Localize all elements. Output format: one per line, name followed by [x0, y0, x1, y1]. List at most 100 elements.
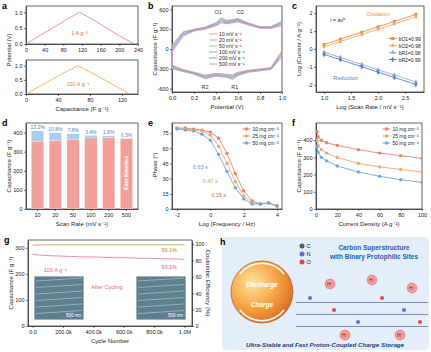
legend: 10 mV s⁻¹20 mV s⁻¹50 mV s⁻¹100 mV s⁻¹200… — [209, 31, 245, 67]
tick: 0.6 — [235, 92, 243, 101]
tick-mark — [170, 163, 172, 164]
axis-line — [173, 209, 283, 210]
marker — [336, 164, 339, 167]
proton — [367, 275, 377, 285]
legend-entry: 10 mg cm⁻² — [242, 126, 279, 132]
atom — [308, 296, 312, 300]
marker — [275, 204, 278, 207]
tick-mark — [24, 80, 26, 81]
tick-mark — [170, 209, 172, 210]
panel-letter: g — [4, 235, 10, 245]
tick-label: 0 — [165, 46, 168, 52]
legend-swatch — [209, 40, 217, 41]
marker — [234, 172, 237, 175]
series-line — [317, 132, 422, 159]
tick: 400.0k — [86, 326, 103, 335]
tick: 1.5 — [348, 92, 356, 101]
tick: 200 — [104, 209, 113, 218]
axis-line — [192, 241, 193, 327]
series-line — [317, 147, 422, 182]
tick-label: 400 — [303, 137, 312, 143]
tick-mark — [170, 179, 172, 180]
tick-label: 600.0k — [116, 329, 133, 335]
legend-marker — [245, 127, 248, 130]
legend-label: bO2=0.98 — [399, 43, 421, 49]
marker — [325, 141, 328, 144]
x-axis: 020406080100 — [315, 209, 427, 218]
proton-label: H⁺ — [397, 332, 404, 338]
tick: 800.0k — [146, 326, 163, 335]
tick: -2 — [308, 82, 316, 88]
tick-mark — [73, 209, 74, 211]
inset-texture — [138, 304, 184, 307]
legend-entry: bR1=0.98 — [389, 50, 421, 56]
y-axis: 0100200300400 — [303, 124, 316, 213]
tick: 2 — [243, 209, 246, 218]
tick: 4 — [276, 209, 279, 218]
atom — [380, 296, 384, 300]
tick: 0 — [209, 209, 212, 218]
plot-frame — [26, 6, 138, 44]
tick-label: -600 — [157, 86, 168, 92]
tick-label: 20 — [196, 307, 202, 313]
axis-title: Coulombic Efficiency (%) — [205, 250, 211, 317]
tick-mark — [90, 94, 91, 96]
tick-mark — [24, 12, 26, 13]
tick: 30 — [162, 176, 172, 182]
axis-line — [27, 94, 139, 95]
tick-mark — [170, 49, 172, 50]
tick-mark — [358, 209, 359, 211]
legend-label: 50 mg cm⁻² — [392, 140, 419, 146]
tick: 400 — [303, 137, 316, 143]
marker — [234, 186, 237, 189]
marker — [322, 52, 325, 58]
tick-label: 1.0 — [321, 95, 329, 101]
legend-label: 10 mg cm⁻² — [392, 126, 419, 132]
axis-line — [172, 124, 173, 210]
bar — [49, 141, 61, 209]
annotation: Fast Kinetics — [123, 156, 129, 190]
marker — [378, 151, 381, 154]
tick-mark — [108, 209, 109, 211]
plot-marks — [26, 66, 130, 94]
axis-line — [26, 61, 27, 95]
annotation: 0.47 s — [203, 178, 218, 184]
marker — [357, 170, 360, 173]
tick-label: 45 — [162, 161, 168, 167]
tick-mark — [405, 92, 406, 94]
marker — [357, 162, 360, 165]
tick-mark — [177, 209, 178, 211]
tick-label: 100 — [418, 212, 427, 218]
tick: 100 — [13, 187, 26, 193]
marker — [420, 181, 422, 184]
tick-label: 400.0k — [86, 329, 103, 335]
tick-mark — [314, 209, 316, 210]
tick-mark — [24, 44, 26, 45]
marker — [275, 204, 278, 207]
tick-label: 1.5 — [348, 95, 356, 101]
plot-marks — [31, 131, 132, 209]
x-axis: -2024 — [173, 209, 283, 218]
tick: 160 — [97, 44, 106, 53]
inset-texture — [36, 278, 82, 281]
tick-label: 200.0k — [55, 329, 72, 335]
marker — [414, 82, 417, 88]
tick-mark — [170, 133, 172, 134]
tick-label: 200 — [104, 212, 113, 218]
tick: 0.8 — [257, 92, 265, 101]
marker — [360, 64, 363, 70]
marker — [242, 189, 245, 192]
plot-marks — [26, 12, 134, 44]
tick: 60 — [162, 146, 172, 152]
data-label: 10.8% — [48, 126, 63, 132]
marker — [184, 128, 187, 131]
tick: 80 — [192, 258, 202, 264]
tick: 100 — [15, 297, 28, 303]
tick: 60 — [192, 274, 202, 280]
tick-mark — [24, 133, 26, 134]
tick-label: 300 — [159, 26, 168, 32]
tick-label: 2.5 — [402, 95, 410, 101]
series-line — [172, 21, 282, 76]
legend-label: 10 mg cm⁻² — [252, 126, 279, 132]
panel-letter: c — [292, 1, 297, 11]
